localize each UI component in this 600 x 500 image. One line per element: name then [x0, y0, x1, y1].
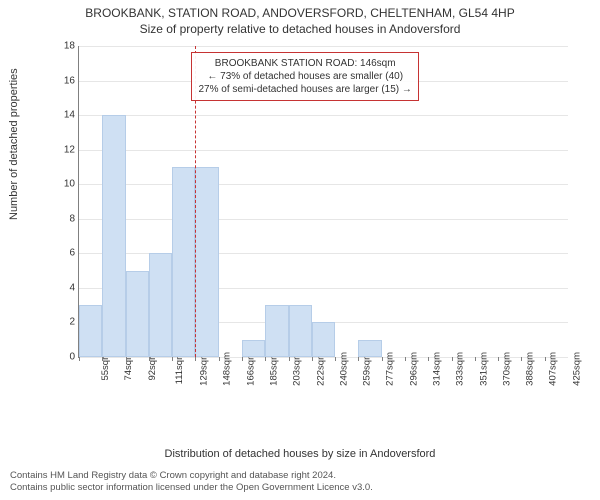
y-axis-label: Number of detached properties [8, 68, 20, 220]
histogram-bar [79, 305, 102, 357]
x-tick-mark [545, 357, 546, 361]
histogram-bar [265, 305, 288, 357]
x-tick-label: 222sqm [315, 352, 326, 386]
page-subtitle: Size of property relative to detached ho… [0, 22, 600, 36]
histogram-bar [172, 167, 195, 357]
page-title: BROOKBANK, STATION ROAD, ANDOVERSFORD, C… [0, 6, 600, 20]
y-tick-label: 12 [53, 144, 75, 155]
x-tick-mark [312, 357, 313, 361]
histogram-bar [102, 115, 125, 357]
x-tick-label: 203sqm [292, 352, 303, 386]
y-tick-label: 16 [53, 75, 75, 86]
annotation-line: 27% of semi-detached houses are larger (… [198, 83, 411, 96]
y-tick-label: 2 [53, 317, 75, 328]
x-tick-mark [195, 357, 196, 361]
x-tick-label: 148sqm [222, 352, 233, 386]
annotation-box: BROOKBANK STATION ROAD: 146sqm← 73% of d… [191, 52, 418, 101]
x-tick-mark [452, 357, 453, 361]
x-tick-label: 296sqm [408, 352, 419, 386]
x-tick-mark [149, 357, 150, 361]
histogram-bar [126, 271, 149, 357]
grid-line [79, 115, 568, 116]
x-tick-label: 314sqm [431, 352, 442, 386]
grid-line [79, 150, 568, 151]
annotation-line: ← 73% of detached houses are smaller (40… [198, 70, 411, 83]
grid-line [79, 46, 568, 47]
histogram-bar [289, 305, 312, 357]
x-tick-mark [79, 357, 80, 361]
histogram-bar [242, 340, 265, 357]
plot-area: 02468101214161855sqm74sqm92sqm111sqm129s… [78, 46, 568, 358]
x-tick-mark [172, 357, 173, 361]
x-tick-mark [265, 357, 266, 361]
x-tick-label: 185sqm [268, 352, 279, 386]
x-tick-label: 129sqm [198, 352, 209, 386]
footer-line: Contains HM Land Registry data © Crown c… [10, 470, 373, 482]
x-tick-mark [289, 357, 290, 361]
y-tick-label: 10 [53, 179, 75, 190]
x-tick-mark [382, 357, 383, 361]
x-tick-label: 277sqm [385, 352, 396, 386]
histogram-bar [358, 340, 381, 357]
x-tick-mark [219, 357, 220, 361]
histogram-bar [195, 167, 218, 357]
y-tick-label: 6 [53, 248, 75, 259]
x-axis-label: Distribution of detached houses by size … [0, 448, 600, 460]
x-tick-label: 388sqm [524, 352, 535, 386]
x-tick-mark [428, 357, 429, 361]
annotation-line: BROOKBANK STATION ROAD: 146sqm [198, 57, 411, 70]
x-tick-mark [521, 357, 522, 361]
y-tick-label: 4 [53, 282, 75, 293]
footer-line: Contains public sector information licen… [10, 482, 373, 494]
y-tick-label: 0 [53, 352, 75, 363]
x-tick-label: 259sqm [361, 352, 372, 386]
x-tick-mark [335, 357, 336, 361]
x-tick-label: 407sqm [548, 352, 559, 386]
x-tick-label: 370sqm [501, 352, 512, 386]
x-tick-mark [475, 357, 476, 361]
grid-line [79, 184, 568, 185]
y-tick-label: 18 [53, 41, 75, 52]
histogram-bar [149, 253, 172, 357]
grid-line [79, 219, 568, 220]
x-tick-label: 333sqm [455, 352, 466, 386]
histogram-bar [312, 322, 335, 357]
x-tick-label: 240sqm [338, 352, 349, 386]
x-tick-label: 351sqm [478, 352, 489, 386]
y-tick-label: 8 [53, 213, 75, 224]
x-tick-mark [102, 357, 103, 361]
histogram-chart: 02468101214161855sqm74sqm92sqm111sqm129s… [48, 46, 568, 406]
x-tick-mark [126, 357, 127, 361]
x-tick-mark [358, 357, 359, 361]
y-tick-label: 14 [53, 110, 75, 121]
x-tick-label: 425sqm [571, 352, 582, 386]
x-tick-mark [405, 357, 406, 361]
x-tick-label: 166sqm [245, 352, 256, 386]
x-tick-mark [498, 357, 499, 361]
x-tick-mark [242, 357, 243, 361]
footer-attribution: Contains HM Land Registry data © Crown c… [10, 470, 373, 494]
